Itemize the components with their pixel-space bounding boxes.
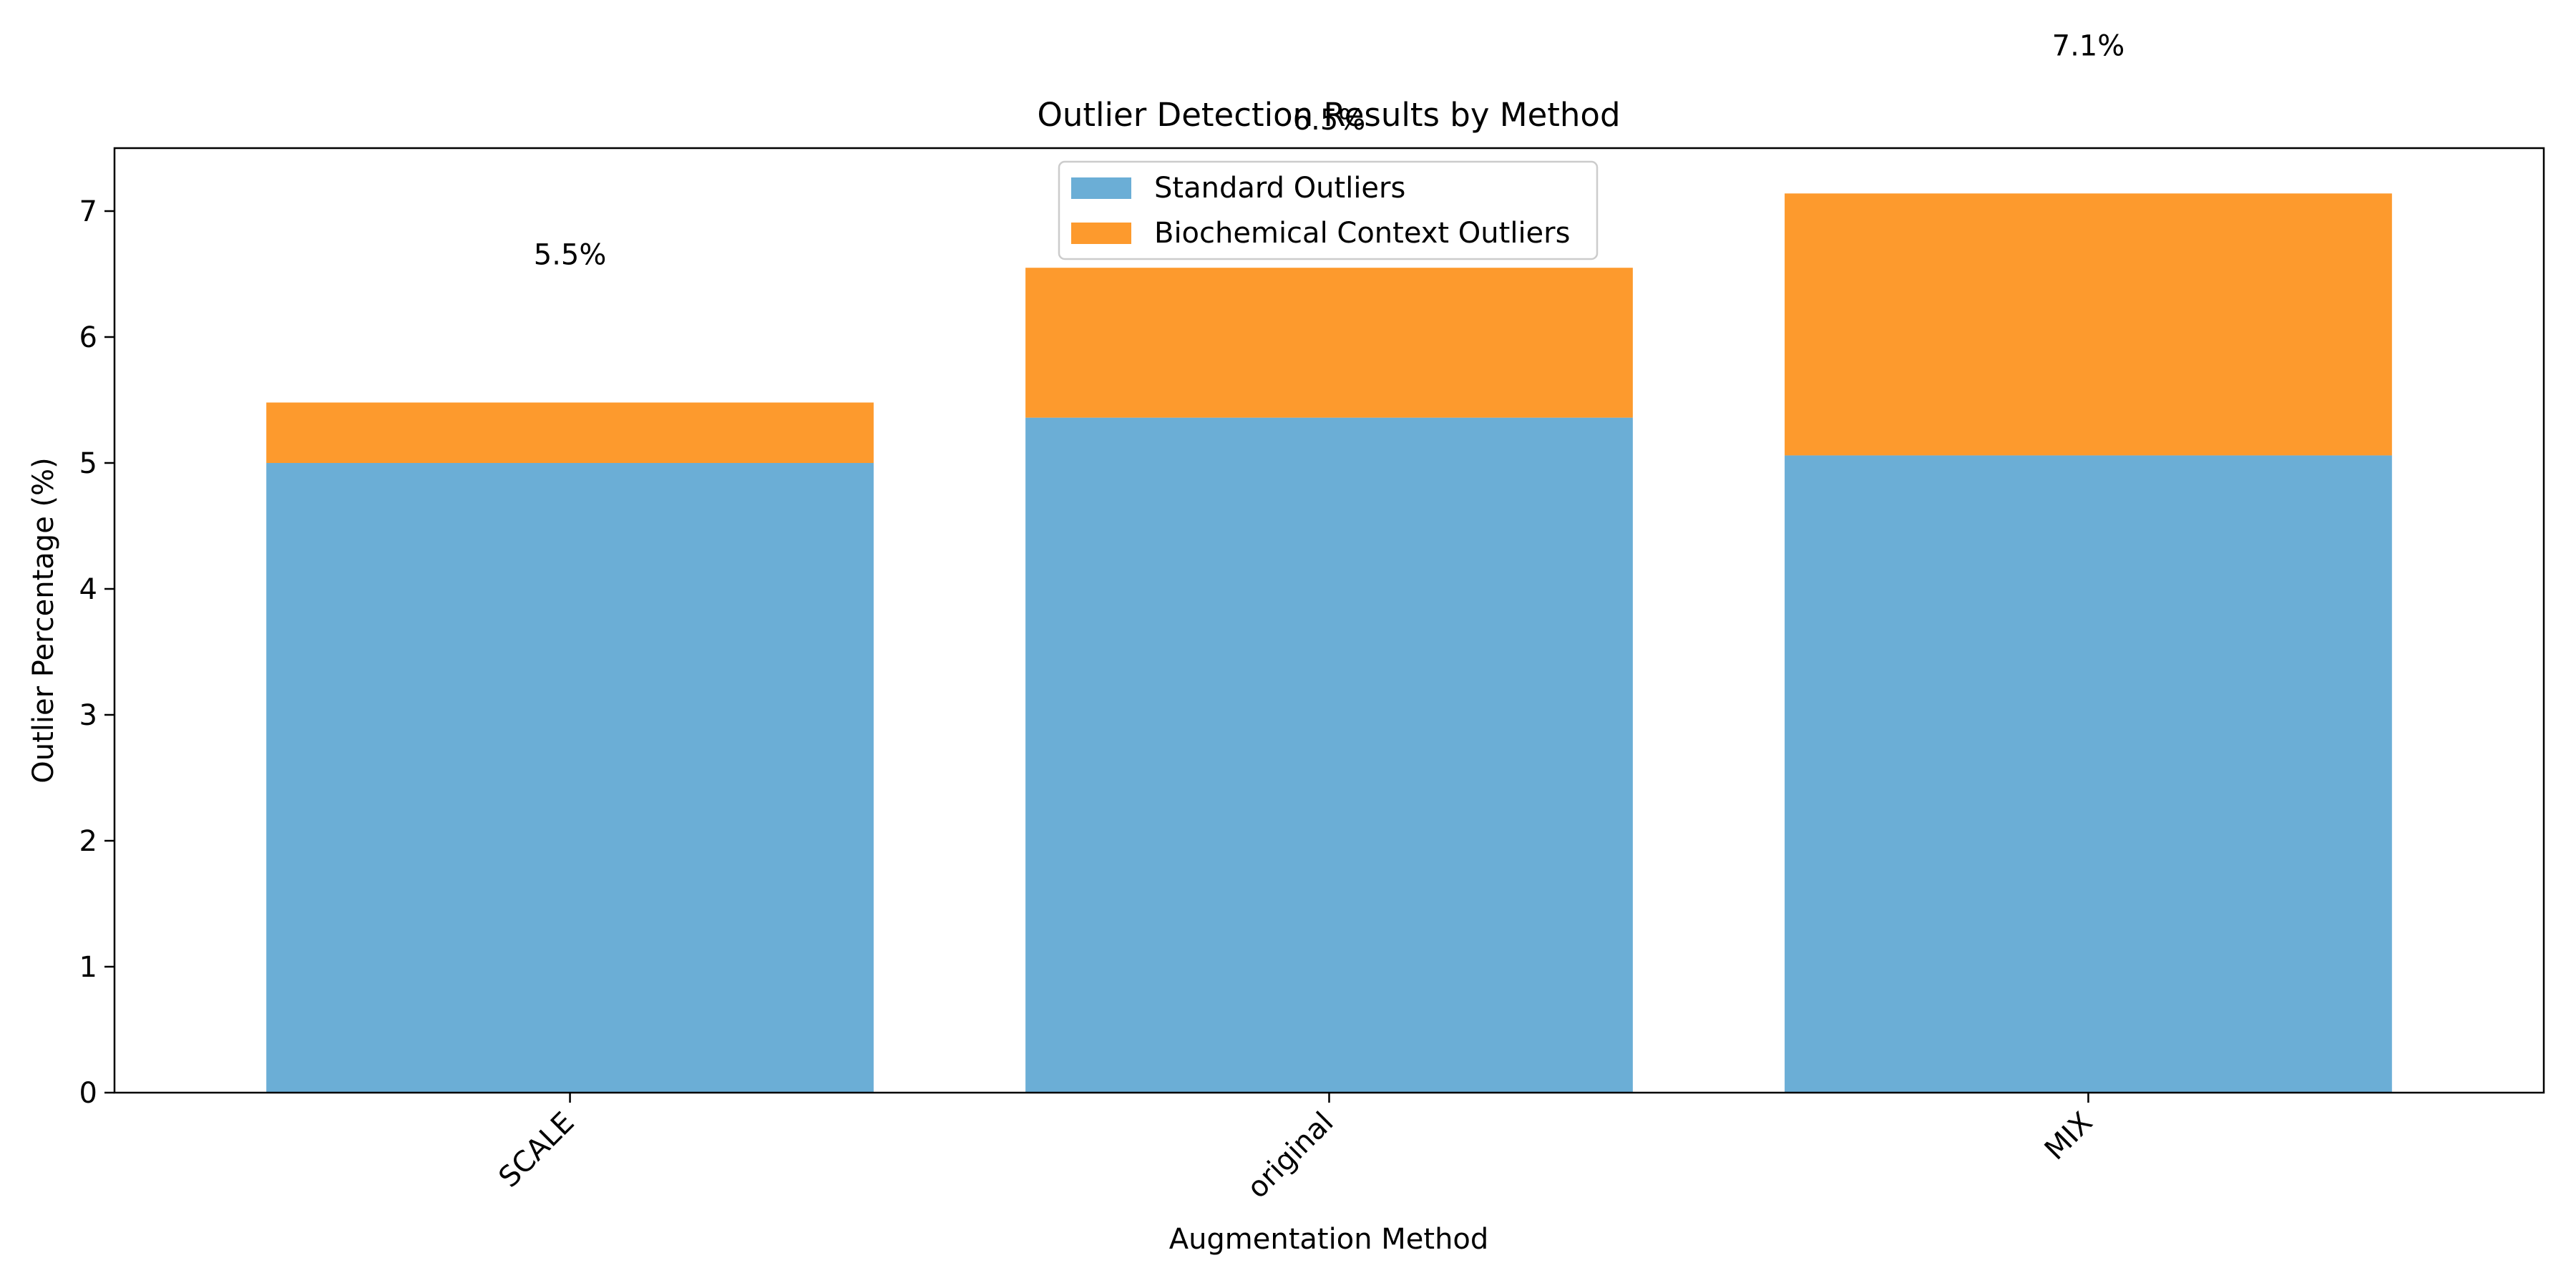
legend: Standard Outliers Biochemical Context Ou… (1058, 160, 1599, 260)
total-label-original: 6.5% (1293, 104, 1366, 137)
y-tick-label: 1 (79, 951, 97, 984)
y-tick-label: 2 (79, 825, 97, 858)
total-label-scale: 5.5% (534, 239, 607, 272)
y-axis-label: Outlier Percentage (%) (27, 457, 60, 783)
y-tick-label: 3 (79, 699, 97, 732)
bar-standard-scale (266, 463, 874, 1093)
y-tick-label: 6 (79, 321, 97, 354)
x-axis-label: Augmentation Method (1169, 1223, 1489, 1256)
x-tick-label-mix: MIX (2039, 1106, 2099, 1167)
total-label-mix: 7.1% (2052, 29, 2125, 62)
legend-swatch-biochemical (1071, 223, 1131, 244)
bar-standard-original (1025, 417, 1633, 1093)
bar-biochemical-original (1025, 268, 1633, 418)
x-tick-label-scale: SCALE (492, 1106, 580, 1194)
y-tick-label: 7 (79, 195, 97, 228)
legend-label-biochemical: Biochemical Context Outliers (1154, 217, 1570, 250)
x-tick-label-original: original (1241, 1106, 1340, 1205)
legend-label-standard: Standard Outliers (1154, 172, 1405, 205)
y-tick-label: 4 (79, 573, 97, 606)
y-tick-label: 5 (79, 447, 97, 480)
y-tick-label: 0 (79, 1077, 97, 1110)
legend-swatch-standard (1071, 177, 1131, 199)
bar-biochemical-scale (266, 402, 874, 463)
bars-layer (266, 193, 2392, 1093)
legend-frame (1058, 160, 1599, 260)
bar-biochemical-mix (1785, 193, 2392, 456)
chart-title: Outlier Detection Results by Method (1037, 96, 1620, 134)
labels-layer: 5.5% 6.5% 7.1% (534, 29, 2125, 271)
bar-standard-mix (1785, 455, 2392, 1093)
